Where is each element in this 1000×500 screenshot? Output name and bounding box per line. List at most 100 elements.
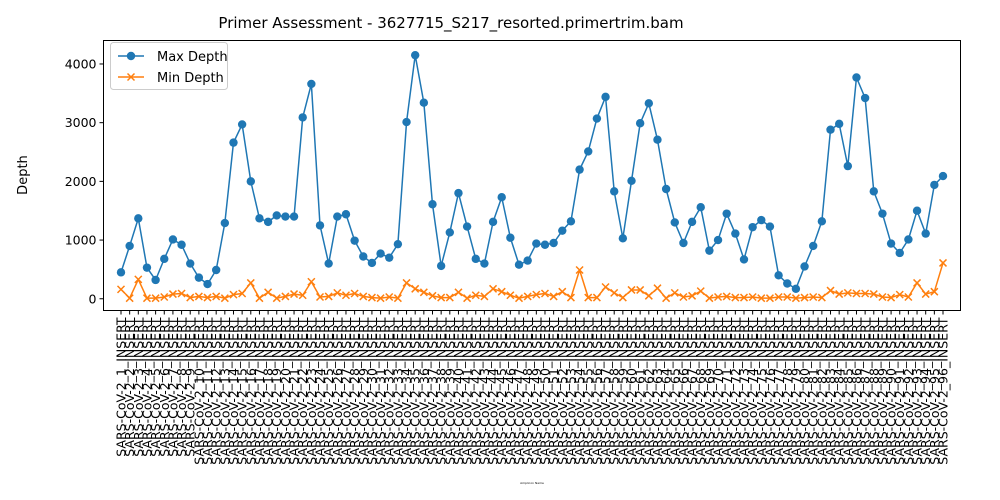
min-depth-point <box>506 291 515 300</box>
min-depth-point <box>930 287 939 296</box>
max-depth-point <box>549 238 558 248</box>
max-depth-point <box>246 177 255 186</box>
x-tick-label: SARS-CoV-2_46_INSERT <box>503 317 518 465</box>
x-tick-label: SARS-CoV-2_10_INSERT <box>191 317 206 465</box>
min-depth-point <box>333 288 342 297</box>
y-axis-label: Depth <box>16 155 31 195</box>
max-depth-point <box>696 202 705 212</box>
max-depth-point <box>566 217 576 226</box>
legend-max-depth-marker <box>126 51 136 61</box>
max-depth-point <box>497 193 506 202</box>
min-depth-point <box>298 291 307 300</box>
x-tick-label: SARS-CoV-2_84_INSERT <box>832 317 847 465</box>
min-depth-point <box>177 289 186 298</box>
min-depth-point <box>203 293 212 302</box>
min-depth-point <box>514 294 524 303</box>
x-tick-label: SARS-CoV-2_88_INSERT <box>866 317 881 465</box>
x-tick-label: SARS-CoV-2_59_INSERT <box>615 317 630 465</box>
x-tick-label: SARS-CoV-2_43_INSERT <box>477 317 492 465</box>
max-depth-point <box>194 273 204 282</box>
x-axis: SARS-CoV-2_1_INSERTSARS-CoV-2_2_INSERTSA… <box>114 310 951 465</box>
x-tick-label: SARS-CoV-2_22_INSERT <box>295 317 310 465</box>
min-depth-point <box>662 294 671 303</box>
x-tick-label: SARS-CoV-2_50_INSERT <box>537 317 552 465</box>
x-tick-label: SARS-CoV-2_78_INSERT <box>780 317 795 465</box>
max-depth-point <box>436 261 446 271</box>
x-tick-label: SARS-CoV-2_95_INSERT <box>927 317 942 465</box>
min-depth-point <box>627 285 636 294</box>
x-tick-label: SARS-CoV-2_61_INSERT <box>633 317 648 465</box>
min-depth-point <box>350 289 359 298</box>
legend: Max Depth Min Depth <box>110 42 228 90</box>
x-tick-label: SARS-CoV-2_90_INSERT <box>884 317 899 465</box>
max-depth-point <box>151 275 160 285</box>
x-tick-label: SARS-CoV-2_17_INSERT <box>252 317 267 465</box>
min-depth-point <box>523 292 532 301</box>
x-tick-label: SARS-CoV-2_8_INSERT <box>174 317 189 457</box>
x-tick-label: SARS-CoV-2_31_INSERT <box>373 317 388 465</box>
min-depth-point <box>359 292 368 301</box>
min-depth-point <box>549 292 558 301</box>
x-tick-label: SARS-CoV-2_75_INSERT <box>754 317 769 465</box>
x-tick-label: SARS-CoV-2_7_INSERT <box>165 317 180 457</box>
x-tick-label: SARS-CoV-2_86_INSERT <box>849 317 864 465</box>
x-tick-label: SARS-CoV-2_70_INSERT <box>711 317 726 465</box>
max-depth-point <box>289 212 299 221</box>
x-tick-label: SARS-CoV-2_74_INSERT <box>745 317 760 465</box>
x-tick-label: SARS-CoV-2_79_INSERT <box>788 317 803 465</box>
x-tick-label: SARS-CoV-2_66_INSERT <box>676 317 691 465</box>
x-tick-label: SARS-CoV-2_33_INSERT <box>390 317 405 465</box>
min-depth-point <box>125 294 134 303</box>
x-tick-label: SARS-CoV-2_49_INSERT <box>529 317 544 465</box>
max-depth-point <box>488 217 498 227</box>
min-depth-point <box>272 294 281 303</box>
max-depth-point <box>757 215 766 225</box>
x-tick-label: SARS-CoV-2_58_INSERT <box>607 317 622 465</box>
max-depth-point <box>462 222 472 231</box>
max-depth-point <box>921 229 930 238</box>
min-depth-point <box>843 288 852 297</box>
max-depth-point <box>142 263 152 272</box>
x-tick-label: SARS-CoV-2_27_INSERT <box>338 317 353 465</box>
x-tick-label: SARS-CoV-2_63_INSERT <box>650 317 665 465</box>
x-tick-label: SARS-CoV-2_18_INSERT <box>261 317 276 465</box>
min-depth-point <box>324 292 333 301</box>
chart-title: Primer Assessment - 3627715_S217_resorte… <box>218 14 683 33</box>
x-tick-label: SARS-CoV-2_67_INSERT <box>685 317 700 465</box>
plot-frame <box>103 40 961 311</box>
x-tick-label: SARS-CoV-2_89_INSERT <box>875 317 890 465</box>
min-depth-point <box>307 277 316 286</box>
min-depth-point <box>376 294 385 303</box>
min-depth-point <box>220 294 229 303</box>
max-depth-point <box>480 259 489 268</box>
max-depth-point <box>722 209 731 218</box>
min-depth-point <box>255 294 264 303</box>
max-depth-point <box>307 79 316 89</box>
min-depth-point <box>385 292 394 302</box>
x-tick-label: SARS-CoV-2_28_INSERT <box>347 317 362 465</box>
max-depth-point <box>618 234 628 243</box>
min-depth-point <box>212 292 221 301</box>
x-tick-label: SARS-CoV-2_55_INSERT <box>581 317 596 465</box>
x-tick-label: SARS-CoV-2_45_INSERT <box>494 317 509 465</box>
max-depth-point <box>168 235 178 244</box>
min-depth-point <box>817 293 826 302</box>
max-depth-point <box>540 240 550 249</box>
max-depth-point <box>385 253 394 262</box>
x-tick-label: SARS-CoV-2_26_INSERT <box>330 317 345 465</box>
min-depth-point <box>142 294 151 303</box>
x-tick-label: SARS-CoV-2_71_INSERT <box>719 317 734 465</box>
legend-min-depth-label: Min Depth <box>157 71 224 86</box>
max-depth-point <box>731 229 740 238</box>
min-depth-point <box>731 293 740 302</box>
max-depth-point <box>653 135 662 144</box>
min-depth-point <box>532 290 541 299</box>
min-depth-point <box>679 292 688 302</box>
x-tick-label: SARS-CoV-2_96_INSERT <box>936 317 951 465</box>
max-depth-point <box>679 238 688 248</box>
min-depth-point <box>246 278 255 287</box>
min-depth-point <box>800 293 809 302</box>
max-depth-point <box>627 176 636 185</box>
x-tick-label: SARS-CoV-2_24_INSERT <box>313 317 328 465</box>
max-depth-point <box>523 256 532 265</box>
